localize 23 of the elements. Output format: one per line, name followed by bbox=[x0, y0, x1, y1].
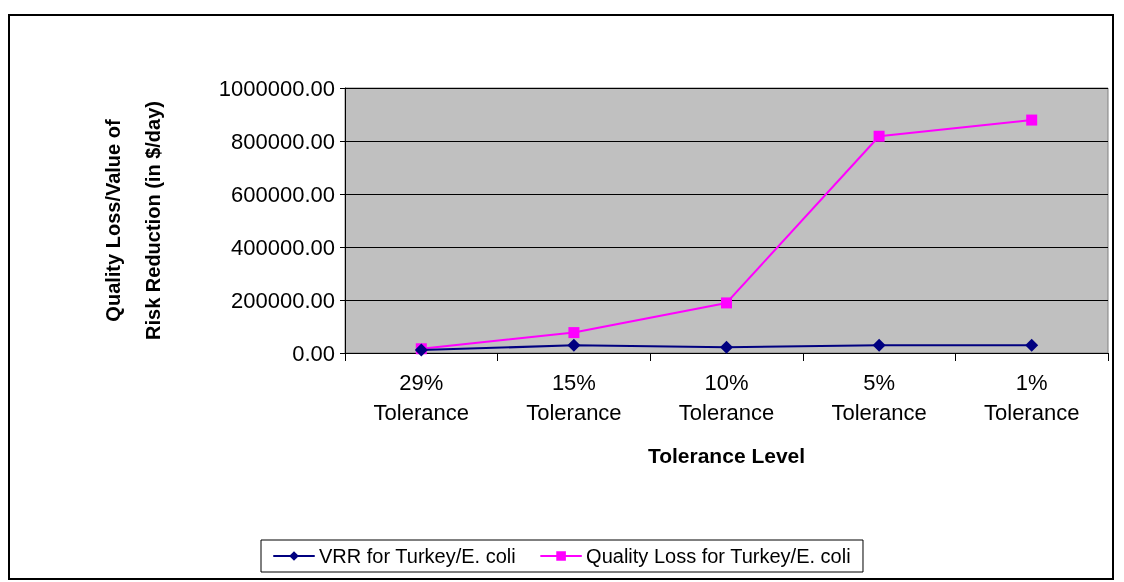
point bbox=[1026, 114, 1038, 126]
y-tick-label: 1000000.00 bbox=[218, 75, 335, 101]
x-tick-label: 1% Tolerance bbox=[984, 369, 1080, 425]
point bbox=[720, 340, 733, 354]
legend-label: Quality Loss for Turkey/E. coli bbox=[586, 545, 851, 567]
y-tick-label: 600000.00 bbox=[231, 181, 335, 207]
x-tick-label: 10% Tolerance bbox=[678, 369, 775, 425]
point bbox=[567, 338, 581, 352]
point bbox=[1025, 338, 1039, 352]
point bbox=[872, 338, 886, 352]
legend-label: VRR for Turkey/E. coli bbox=[319, 545, 516, 567]
y-tick-label: 0.00 bbox=[292, 340, 335, 366]
y-tick-label: 800000.00 bbox=[231, 128, 335, 154]
x-tick-label: 29% Tolerance bbox=[373, 369, 469, 425]
y-tick-label: 200000.00 bbox=[231, 287, 335, 313]
x-axis-title: Tolerance Level bbox=[647, 444, 806, 467]
y-axis-title: Quality Loss/Value of Risk Reduction (in $/day) bbox=[102, 101, 164, 340]
y-tick-label: 400000.00 bbox=[231, 234, 335, 260]
point bbox=[721, 297, 732, 309]
x-tick-label: 15% Tolerance bbox=[526, 369, 622, 425]
x-tick-label: 5% Tolerance bbox=[831, 369, 927, 425]
point bbox=[873, 130, 885, 142]
point bbox=[568, 327, 580, 339]
